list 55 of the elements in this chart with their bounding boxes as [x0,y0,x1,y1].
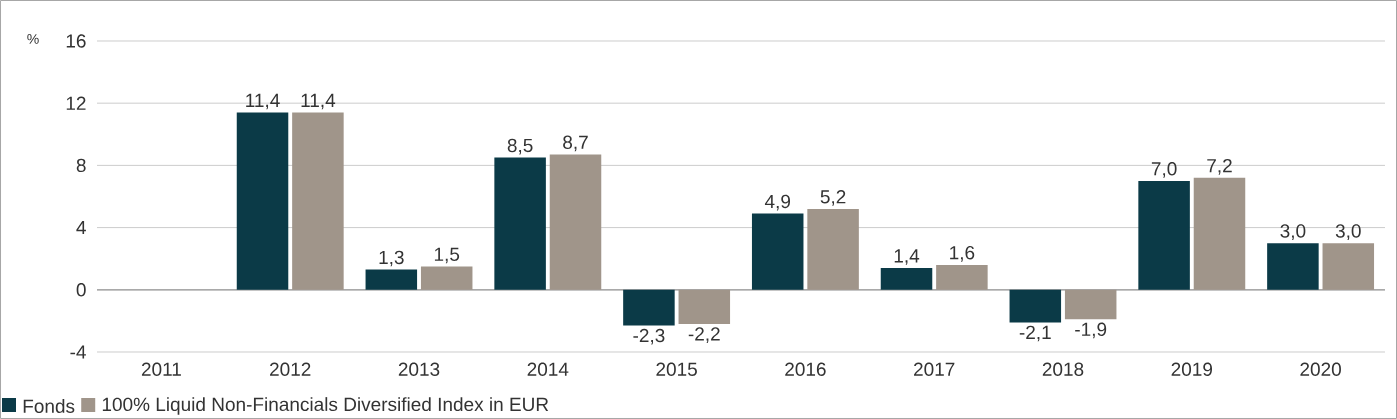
bar [549,154,602,290]
data-label: -1,9 [1075,322,1107,339]
y-tick-label: 12 [66,96,86,110]
y-tick-label: 16 [66,34,86,48]
data-label: -2,2 [688,327,720,343]
data-label: 11,4 [246,93,280,110]
data-label: 1,6 [950,246,975,262]
bar [1064,289,1117,320]
bar [807,208,859,290]
bar [494,157,546,290]
data-label: 3,0 [1280,224,1306,240]
bar [1193,177,1246,290]
data-label: 1,5 [434,247,460,264]
bar [1267,243,1319,290]
x-tick-label: 2020 [1300,362,1341,376]
data-label: 1,4 [894,249,920,265]
legend-label: 100% Liquid Non-Financials Diversified Index in EUR [102,397,549,415]
x-tick-label: 2018 [1042,362,1084,376]
bar [236,112,289,290]
y-tick-label: 4 [76,221,86,235]
y-tick-label: -4 [70,345,86,359]
x-tick-label: 2012 [270,362,311,376]
x-tick-label: 2017 [914,362,955,376]
data-label: 8,5 [507,138,533,155]
x-tick-label: 2013 [398,362,440,376]
data-label: -2,3 [633,328,665,345]
y-tick-label: 8 [76,158,86,173]
bar [292,112,344,290]
y-axis-title: % [27,34,39,44]
y-tick-label: 0 [76,283,86,297]
x-tick-label: 2019 [1171,362,1213,376]
bar [420,266,473,290]
bar [365,269,418,290]
x-tick-label: 2014 [527,362,569,376]
x-tick-label: 2011 [141,362,181,376]
data-label: 1,3 [379,250,404,267]
bar [1322,243,1375,290]
data-label: 7,2 [1207,158,1232,175]
bar [936,264,988,290]
data-label: 4,9 [764,194,791,211]
bar [1009,289,1062,323]
data-label: 7,0 [1151,162,1177,178]
data-label: 5,2 [820,190,846,206]
legend-label: Fonds [23,399,75,413]
data-label: -2,1 [1019,325,1051,342]
data-label: 3,0 [1335,224,1361,240]
bar [1138,180,1190,290]
bar [623,289,675,326]
x-tick-label: 2016 [785,362,826,376]
bar [880,268,933,290]
bar [678,289,731,324]
bar [751,213,804,290]
data-label: 8,7 [563,135,588,152]
data-label: 11,4 [301,93,336,110]
x-tick-label: 2015 [656,362,697,376]
